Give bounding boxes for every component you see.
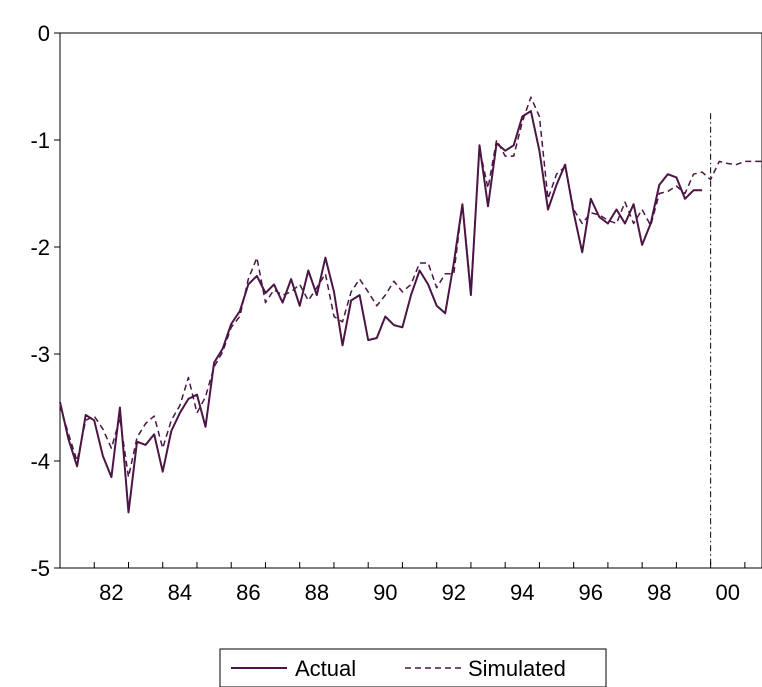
- x-tick-label: 86: [236, 580, 260, 605]
- x-tick-label: 84: [168, 580, 192, 605]
- y-tick-label: -3: [30, 342, 50, 367]
- legend-label-actual: Actual: [295, 656, 356, 681]
- series-line-simulated: [59, 96, 762, 478]
- x-tick-label: 92: [442, 580, 466, 605]
- legend: Actual Simulated: [219, 648, 607, 687]
- x-tick-label: 94: [510, 580, 534, 605]
- y-tick-label: -2: [30, 235, 50, 260]
- series-line-actual: [59, 110, 703, 514]
- x-tick-label: 90: [373, 580, 397, 605]
- legend-label-simulated: Simulated: [468, 656, 566, 681]
- y-axis: 0 -1 -2 -3 -4 -5: [30, 21, 60, 581]
- y-tick-label: -5: [30, 556, 50, 581]
- x-axis: 82 84 86 88 90 92 94 96 98 00: [93, 562, 746, 605]
- x-tick-label: 98: [647, 580, 671, 605]
- x-tick-label: 96: [579, 580, 603, 605]
- plot-area: [59, 32, 762, 569]
- x-tick-label: 88: [305, 580, 329, 605]
- plot-frame: [59, 32, 762, 569]
- y-tick-label: -1: [30, 128, 50, 153]
- y-tick-label: 0: [38, 21, 50, 46]
- x-tick-label: 82: [99, 580, 123, 605]
- series-layer: [59, 96, 762, 514]
- y-tick-label: -4: [30, 449, 50, 474]
- x-tick-label: 00: [716, 580, 740, 605]
